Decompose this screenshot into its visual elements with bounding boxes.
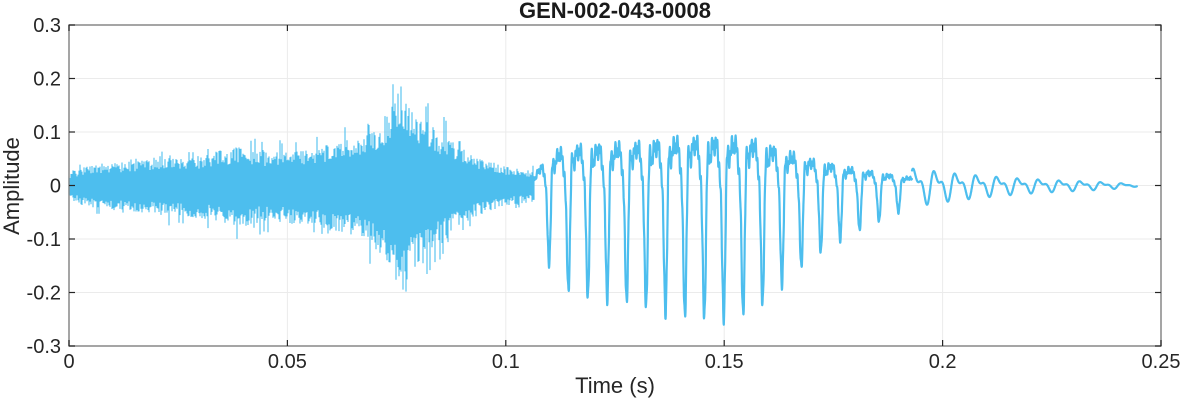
y-tick-label: -0.2 — [27, 283, 61, 305]
y-tick-label: 0 — [50, 176, 61, 198]
x-tick-label: 0.25 — [1142, 351, 1181, 373]
y-tick-label: 0.2 — [33, 69, 61, 91]
y-axis-label: Amplitude — [0, 137, 24, 235]
waveform-noise-segment — [68, 84, 535, 292]
x-tick-label: 0.1 — [492, 351, 520, 373]
waveform-voiced-segment — [533, 134, 913, 326]
y-tick-label: 0.1 — [33, 122, 61, 144]
x-tick-label: 0 — [63, 351, 74, 373]
x-tick-label: 0.05 — [268, 351, 307, 373]
plot-generated-layer: 0 0.05 0.1 0.15 0.2 0.25 -0.3 -0.2 -0.1 0 0.1 0.2 0.… — [27, 15, 1181, 373]
y-tick-label: -0.1 — [27, 229, 61, 251]
x-tick-label: 0.15 — [705, 351, 744, 373]
waveform-tail-segment — [910, 167, 1138, 206]
chart-title: GEN-002-043-0008 — [519, 0, 711, 23]
y-tick-label: -0.3 — [27, 336, 61, 358]
x-tick-label: 0.2 — [929, 351, 957, 373]
y-tick-label: 0.3 — [33, 15, 61, 37]
x-axis-label: Time (s) — [575, 373, 655, 398]
